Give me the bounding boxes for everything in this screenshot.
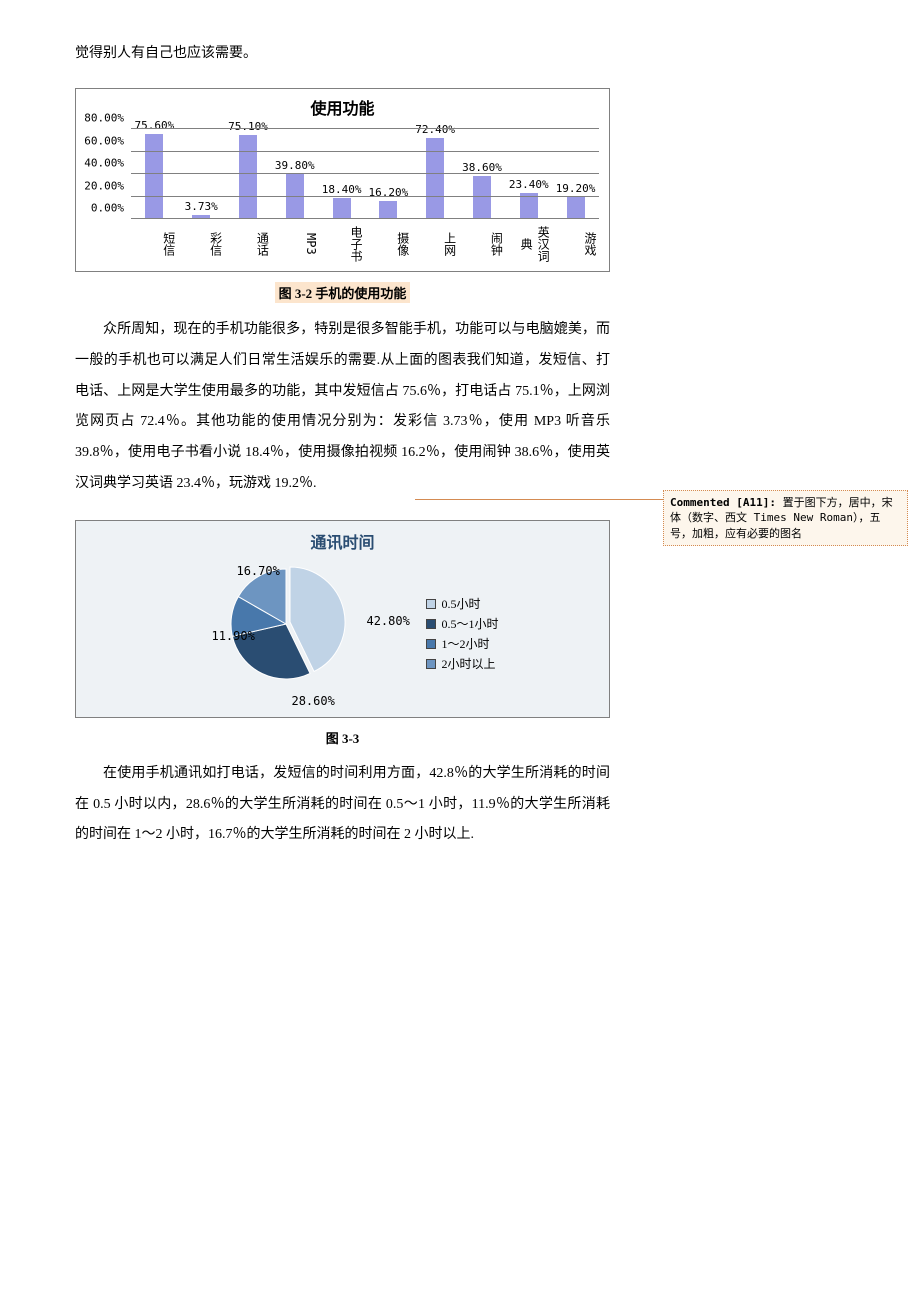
comment-balloon: Commented [A11]: 置于图下方，居中，宋体（数字、西文 Times… — [663, 490, 908, 546]
bar-item: 38.60% — [459, 176, 506, 219]
legend-label: 1～2小时 — [441, 635, 489, 652]
y-axis: 0.00%20.00%40.00%60.00%80.00% — [76, 129, 126, 267]
y-tick-label: 40.00% — [84, 157, 124, 170]
bar-item: 75.10% — [225, 135, 272, 219]
bar-chart-container: 使用功能 0.00% 20.00% 40.00% 60.00% 80.00% 75.60… — [75, 88, 610, 272]
bar-value-label: 38.60% — [462, 161, 502, 174]
x-tick-label: 闹钟 — [459, 223, 506, 265]
bar-value-label: 23.40% — [509, 178, 549, 191]
bar — [145, 134, 163, 219]
figure-caption-1: 图 3-2 手机的使用功能 — [75, 282, 610, 303]
bar-item: 19.20% — [552, 197, 599, 219]
legend-swatch — [426, 659, 436, 669]
legend-label: 2小时以上 — [441, 655, 495, 672]
bar — [239, 135, 257, 219]
bar — [286, 174, 304, 219]
paragraph-2: 在使用手机通讯如打电话，发短信的时间利用方面，42.8％的大学生所消耗的时间在 … — [75, 759, 610, 851]
paragraph-1: 众所周知，现在的手机功能很多，特别是很多智能手机，功能可以与电脑媲美，而一般的手… — [75, 315, 610, 500]
pie-wrap: 42.80%28.60%11.90%16.70% — [186, 559, 386, 709]
bar — [567, 197, 585, 219]
x-tick-label: 英汉词典 — [505, 223, 552, 265]
bar-value-label: 19.20% — [556, 182, 596, 195]
x-tick-label: MP3 — [271, 223, 318, 265]
x-tick-label: 上网 — [412, 223, 459, 265]
plot-area: 75.60%3.73%75.10%39.80%18.40%16.20%72.40… — [131, 129, 599, 219]
bar-chart-title: 使用功能 — [76, 89, 609, 121]
bar — [520, 193, 538, 219]
bar — [379, 201, 397, 219]
bar-value-label: 75.60% — [135, 119, 175, 132]
x-tick-label: 游戏 — [552, 223, 599, 265]
legend-label: 0.5小时 — [441, 595, 480, 612]
figure-caption-2: 图 3-3 — [75, 728, 610, 747]
bar-item: 16.20% — [365, 201, 412, 219]
pie-slice-label: 42.80% — [366, 614, 409, 628]
bar-value-label: 18.40% — [322, 183, 362, 196]
comment-connector — [415, 499, 663, 500]
x-tick-label: 短信 — [131, 223, 178, 265]
bar-item: 75.60% — [131, 134, 178, 219]
bar-item: 39.80% — [271, 174, 318, 219]
legend-item: 1～2小时 — [426, 635, 498, 652]
pie-legend: 0.5小时 0.5～1小时 1～2小时 2小时以上 — [426, 592, 498, 675]
pie-slice-label: 16.70% — [236, 564, 279, 578]
bar-value-label: 75.10% — [228, 120, 268, 133]
bar — [333, 198, 351, 219]
legend-label: 0.5～1小时 — [441, 615, 498, 632]
pie-svg — [221, 559, 351, 689]
y-tick-label: 20.00% — [84, 179, 124, 192]
x-axis-labels: 短信彩信通话MP3电子书摄像上网闹钟英汉词典游戏 — [131, 223, 599, 265]
y-tick-label: 0.00% — [91, 202, 124, 215]
comment-author: Commented [A11]: — [670, 496, 783, 509]
bar-item: 23.40% — [505, 193, 552, 219]
pie-chart-container: 通讯时间 42.80% 28.60% 11.90% 16.70% 0.5小时 0.5～1… — [75, 520, 610, 718]
pie-chart-title: 通讯时间 — [84, 529, 601, 553]
pie-slice-label: 28.60% — [291, 694, 334, 708]
legend-swatch — [426, 619, 436, 629]
caption-1-text: 图 3-2 手机的使用功能 — [275, 282, 411, 303]
bar-value-label: 3.73% — [185, 200, 218, 213]
x-tick-label: 摄像 — [365, 223, 412, 265]
bar-value-label: 39.80% — [275, 159, 315, 172]
legend-swatch — [426, 599, 436, 609]
legend-item: 2小时以上 — [426, 655, 498, 672]
pie-slice-label: 11.90% — [211, 629, 254, 643]
y-tick-label: 60.00% — [84, 134, 124, 147]
bar-value-label: 72.40% — [415, 123, 455, 136]
y-tick-label: 80.00% — [84, 112, 124, 125]
x-tick-label: 通话 — [225, 223, 272, 265]
legend-item: 0.5～1小时 — [426, 615, 498, 632]
intro-text: 觉得别人有自己也应该需要。 — [75, 40, 610, 68]
legend-swatch — [426, 639, 436, 649]
bar-value-label: 16.20% — [369, 186, 409, 199]
x-tick-label: 彩信 — [178, 223, 225, 265]
bar — [473, 176, 491, 219]
bar-item: 18.40% — [318, 198, 365, 219]
legend-item: 0.5小时 — [426, 595, 498, 612]
x-tick-label: 电子书 — [318, 223, 365, 265]
